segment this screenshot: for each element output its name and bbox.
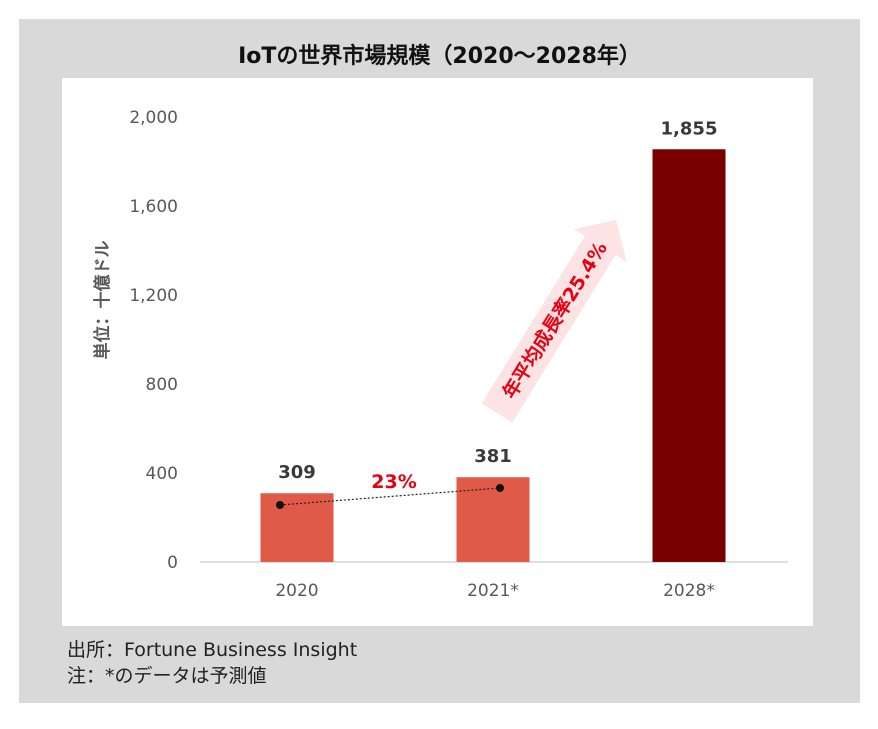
cagr-label: 年平均成長率25.4%	[498, 238, 612, 403]
bar-value-label: 381	[474, 446, 512, 467]
y-tick-label: 400	[146, 464, 178, 484]
bar	[456, 477, 530, 562]
y-tick-label: 1,600	[129, 197, 178, 217]
y-tick-label: 0	[167, 553, 178, 573]
y-tick-label: 1,200	[129, 286, 178, 306]
x-category-label: 2020	[275, 581, 318, 601]
footnotes: 出所：Fortune Business Insight 注：*のデータは予測値	[67, 637, 357, 689]
x-category-label: 2028*	[663, 581, 715, 601]
chart-title: IoTの世界市場規模（2020～2028年）	[238, 44, 641, 69]
y-axis-title: 単位：十億ドル	[92, 241, 113, 360]
source-note: 出所：Fortune Business Insight	[67, 639, 358, 661]
forecast-note: 注：*のデータは予測値	[67, 665, 267, 687]
x-category-label: 2021*	[467, 581, 519, 601]
growth-dotted-line	[279, 487, 501, 506]
cagr-arrow: 年平均成長率25.4%	[481, 220, 627, 423]
growth-point-2021	[496, 484, 504, 492]
growth-point-2020	[276, 501, 284, 509]
bar-value-label: 1,855	[661, 118, 718, 139]
bar	[260, 493, 334, 562]
bar	[652, 149, 726, 562]
growth-rate-label: 23%	[371, 471, 416, 493]
y-tick-label: 800	[146, 375, 178, 395]
cagr-arrow-shape	[481, 220, 627, 423]
bar-value-label: 309	[278, 462, 316, 483]
y-tick-label: 2,000	[129, 108, 178, 128]
